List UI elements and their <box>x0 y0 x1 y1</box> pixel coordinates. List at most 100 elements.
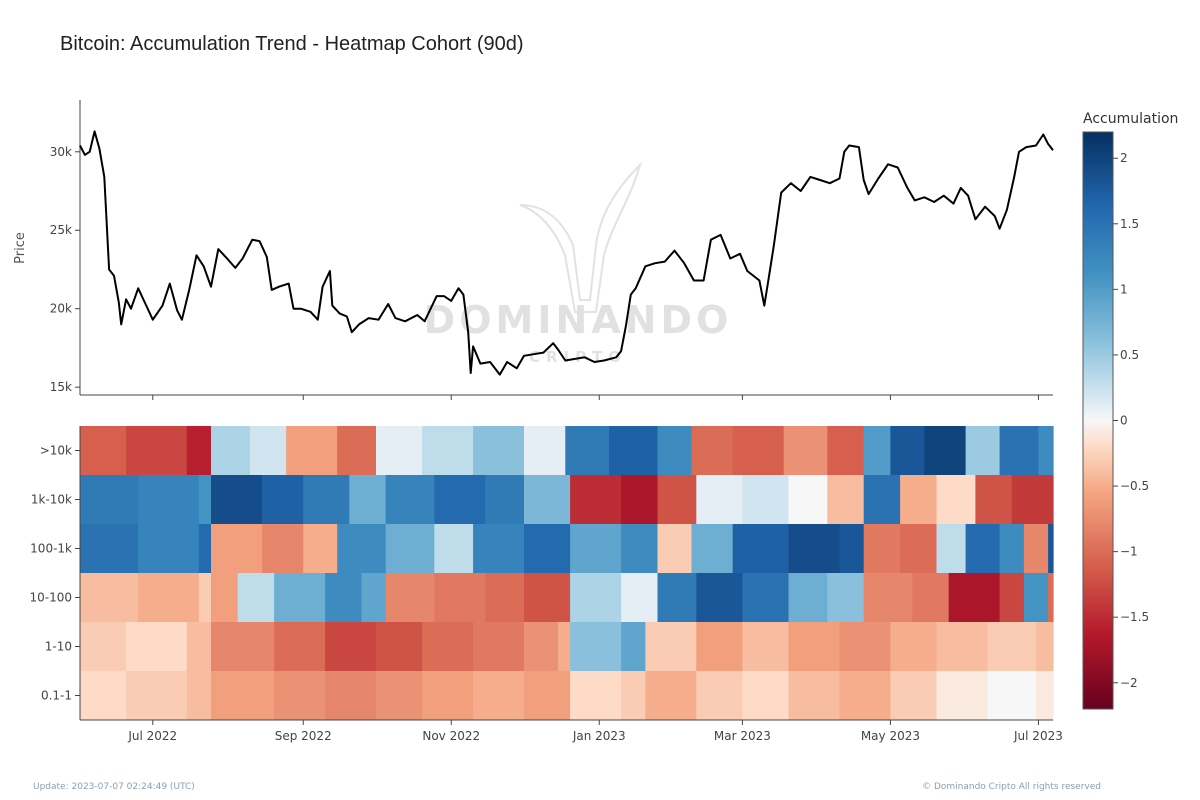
heatmap-cell <box>558 622 571 671</box>
heatmap-x-ticks: Jul 2022 Sep 2022 Nov 2022 Jan 2023 Mar 2023… <box>127 720 1063 743</box>
heatmap-cell <box>80 475 139 524</box>
heatmap-cell <box>936 622 989 671</box>
heatmap-cell <box>570 622 622 671</box>
heatmap-cell <box>645 671 697 720</box>
heatmap-cell <box>863 524 901 573</box>
x-tick-label: Sep 2022 <box>275 729 332 743</box>
heatmap-cell <box>325 622 377 671</box>
heatmap-cell <box>376 671 423 720</box>
chart-title: Bitcoin: Accumulation Trend - Heatmap Co… <box>60 33 524 55</box>
heatmap-cell <box>999 524 1025 573</box>
heatmap-cell <box>1023 524 1049 573</box>
heatmap-cell <box>361 573 387 622</box>
heatmap-cell <box>645 622 697 671</box>
heatmap-cell <box>936 524 967 573</box>
heatmap-cell <box>987 622 1037 671</box>
heatmap-cell <box>473 671 525 720</box>
heatmap-panel: >10k 1k-10k 100-1k 10-100 1-10 0.1-1 Jul 2022… <box>29 426 1063 743</box>
heatmap-cell <box>249 426 287 475</box>
price-x-tick-marks <box>152 395 1039 400</box>
heatmap-cell <box>126 622 188 671</box>
x-tick-label: Mar 2023 <box>714 729 771 743</box>
heatmap-cell <box>473 524 525 573</box>
colorbar-title: Accumulation <box>1083 111 1178 127</box>
heatmap-cell <box>924 426 967 475</box>
heatmap-cell <box>621 573 659 622</box>
heatmap-cell <box>999 573 1025 622</box>
heatmap-cell <box>570 475 622 524</box>
heatmap-cell <box>788 475 828 524</box>
colorbar-tick-label: −1.5 <box>1120 610 1149 624</box>
heatmap-cell <box>742 671 790 720</box>
heatmap-cell <box>1036 671 1054 720</box>
price-y-tick-label: 30k <box>50 145 72 159</box>
heatmap-cell <box>211 573 239 622</box>
heatmap-row-label: 1-10 <box>45 640 72 654</box>
x-tick-label: Nov 2022 <box>422 729 480 743</box>
heatmap-cell <box>975 475 1013 524</box>
heatmap-cell <box>434 475 486 524</box>
colorbar: Accumulation 2 1.5 1 0.5 0 −0.5 −1 −1.5 −2 <box>1082 111 1178 710</box>
heatmap-cell <box>1038 426 1054 475</box>
heatmap-cell <box>900 524 938 573</box>
heatmap-row-label: 0.1-1 <box>41 689 72 703</box>
heatmap-cell <box>325 573 363 622</box>
heatmap-cell <box>385 573 435 622</box>
copyright-notice: © Dominando Cripto All rights reserved <box>922 782 1101 792</box>
heatmap-cell <box>126 671 188 720</box>
heatmap-cell <box>286 426 338 475</box>
heatmap-cell <box>742 622 790 671</box>
heatmap-cell <box>337 426 377 475</box>
heatmap-cell <box>839 622 892 671</box>
watermark-sub-text: CRIPTO <box>529 348 627 366</box>
heatmap-row-label: 1k-10k <box>31 493 72 507</box>
heatmap-cell <box>211 524 263 573</box>
heatmap-cell <box>827 475 865 524</box>
heatmap-cell <box>80 622 127 671</box>
heatmap-cell <box>657 475 697 524</box>
heatmap-cell <box>570 671 622 720</box>
heatmap-cell <box>186 671 212 720</box>
heatmap-cell <box>783 426 828 475</box>
heatmap-cell <box>422 426 474 475</box>
heatmap-cell <box>1011 475 1054 524</box>
colorbar-tick-label: 1 <box>1120 282 1128 296</box>
heatmap-cell <box>732 524 790 573</box>
heatmap-cell <box>827 573 865 622</box>
heatmap-cell <box>936 671 989 720</box>
heatmap-cell <box>621 475 659 524</box>
heatmap-cell <box>732 426 785 475</box>
heatmap-cell <box>524 426 566 475</box>
heatmap-cell <box>473 622 525 671</box>
heatmap-cell <box>696 671 743 720</box>
heatmap-cell <box>691 426 734 475</box>
heatmap-cell <box>696 475 743 524</box>
colorbar-tick-label: −2 <box>1120 676 1138 690</box>
colorbar-gradient <box>1082 131 1114 710</box>
heatmap-row-labels: >10k 1k-10k 100-1k 10-100 1-10 0.1-1 <box>29 444 80 703</box>
heatmap-cell <box>80 671 127 720</box>
heatmap-cell <box>434 573 486 622</box>
heatmap-cell <box>473 426 525 475</box>
heatmap-cell <box>696 622 743 671</box>
heatmap-cell <box>657 426 693 475</box>
price-y-tick-label: 25k <box>50 223 72 237</box>
heatmap-cell <box>839 524 865 573</box>
heatmap-cell <box>211 426 251 475</box>
heatmap-cell <box>657 573 697 622</box>
heatmap-cell <box>788 622 841 671</box>
colorbar-tick-label: −0.5 <box>1120 479 1149 493</box>
colorbar-tick-label: −1 <box>1120 545 1138 559</box>
heatmap-cell <box>485 573 525 622</box>
heatmap-cell <box>325 671 377 720</box>
heatmap-cell <box>839 671 892 720</box>
heatmap-cell <box>274 622 326 671</box>
heatmap-cell <box>965 524 1001 573</box>
heatmap-cell <box>890 622 938 671</box>
heatmap-cell <box>827 426 865 475</box>
heatmap-cell <box>186 622 212 671</box>
heatmap-cell <box>890 671 938 720</box>
heatmap-cell <box>211 671 275 720</box>
heatmap-cell <box>138 573 200 622</box>
heatmap-cell <box>186 426 212 475</box>
